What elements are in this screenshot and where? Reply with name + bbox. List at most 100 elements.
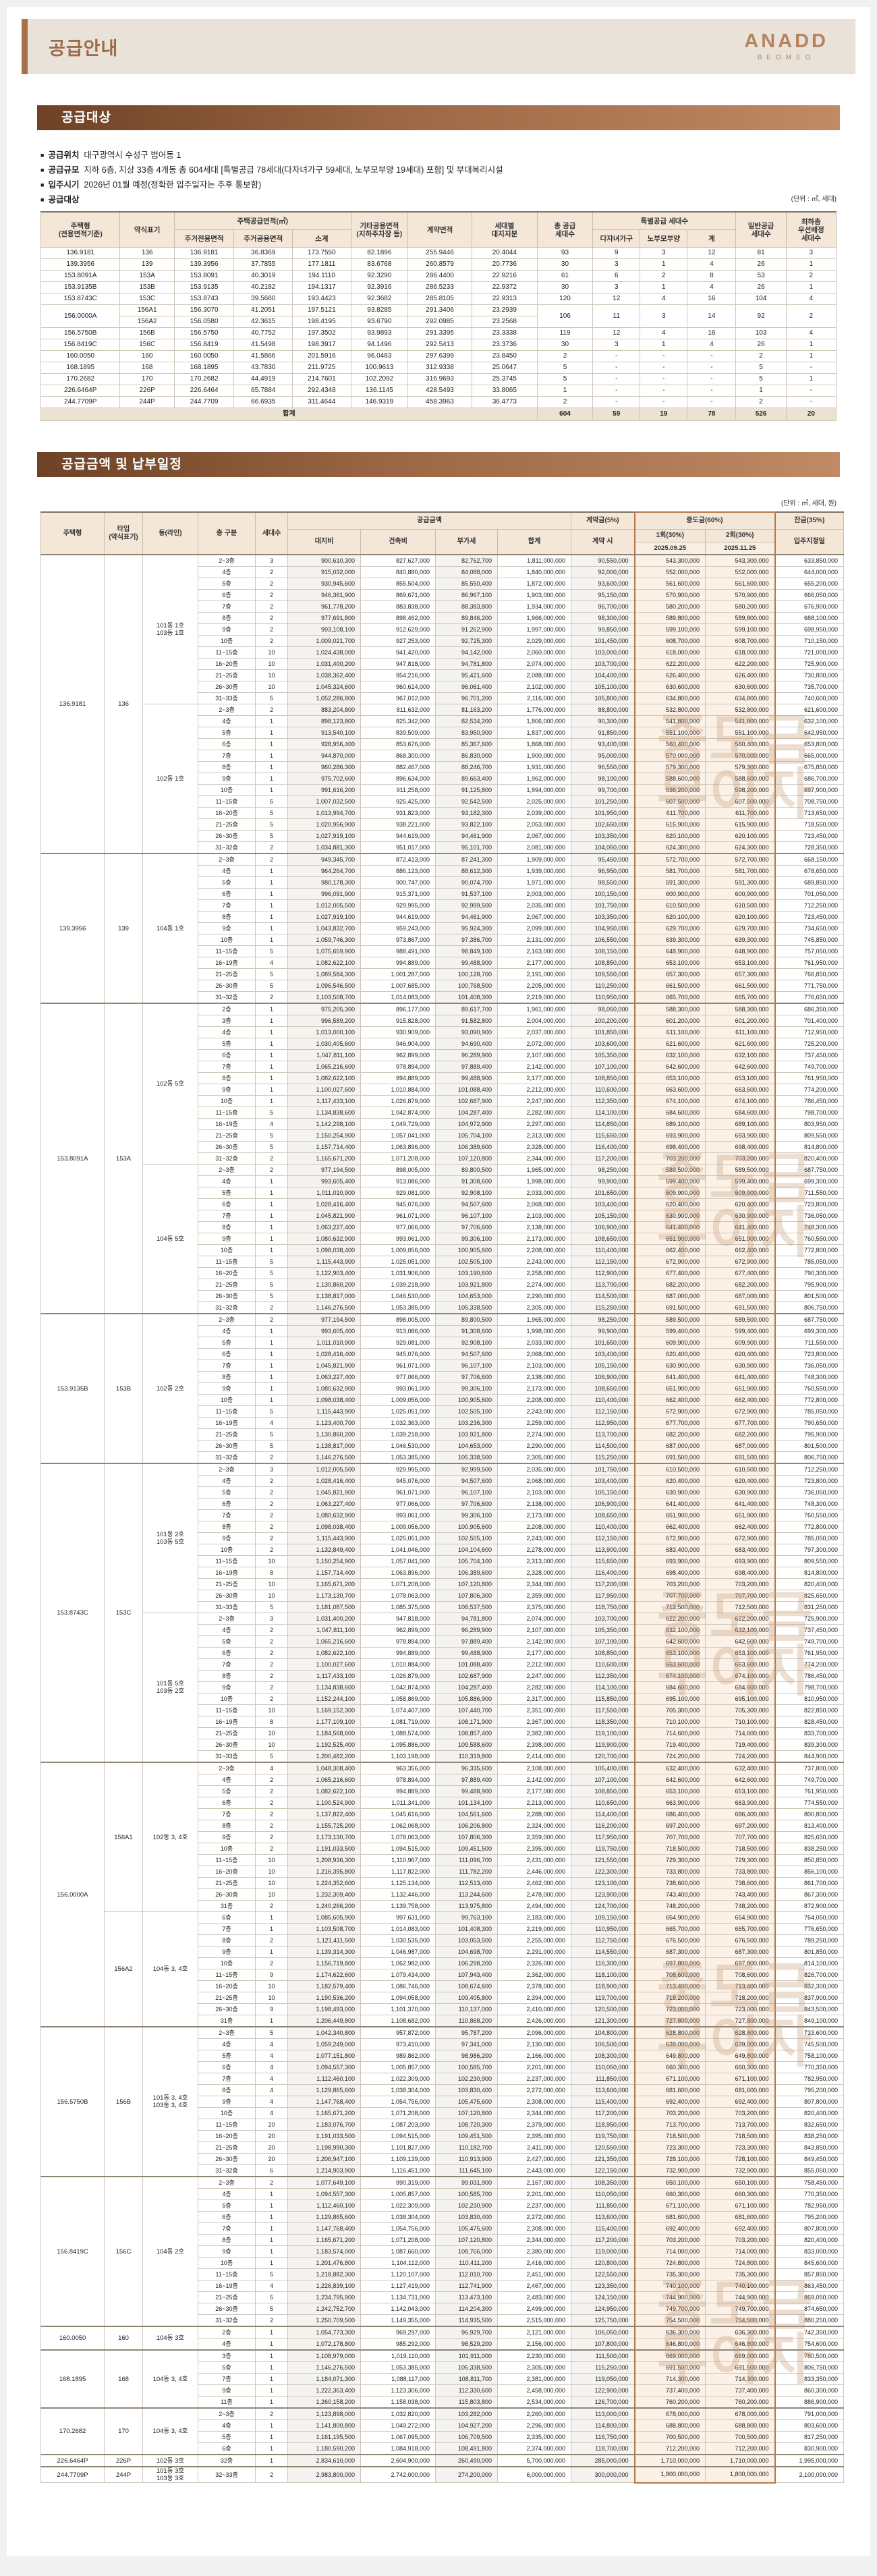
cell-abbr: 156C [119, 339, 175, 351]
cell-vat: 112,010,700 [435, 2268, 498, 2280]
cell-vat: 98,529,200 [435, 2338, 498, 2351]
cell-building-cost: 945,076,000 [360, 1348, 436, 1360]
cell-interim-2: 700,500,000 [705, 2431, 776, 2443]
unit-note-1: (단위 : ㎡, 세대) [791, 196, 837, 203]
cell-exclusive-area: 160.0050 [173, 350, 235, 362]
cell-contract-payment: 125,750,000 [571, 2314, 635, 2327]
cell-building-cost: 913,086,000 [360, 1325, 436, 1337]
cell-interim-1: 630,900,000 [633, 1210, 706, 1222]
cell-vat: 94,507,600 [435, 1198, 498, 1210]
cell-building-cost: 1,117,822,000 [360, 1866, 436, 1878]
cell-count: 1 [255, 2454, 288, 2467]
cell-count: 4 [255, 2038, 288, 2050]
cell-total-amount: 2,305,000,000 [497, 1301, 571, 1314]
cell-floor: 11~15층 [198, 1256, 256, 1268]
cell-contract-payment: 98,550,000 [571, 876, 635, 889]
cell-vat: 89,800,500 [435, 1313, 498, 1326]
cell-multi-child: 3 [592, 339, 641, 351]
cell-lowest-units: 3 [785, 247, 837, 259]
cell-vat: 97,889,400 [435, 1635, 498, 1648]
table-row: 26~30층 10 1,232,309,400 1,132,446,000 113,24… [41, 1888, 844, 1901]
cell-interim-1: 681,600,000 [633, 2211, 706, 2223]
cell-floor: 10층 [198, 1843, 256, 1855]
cell-subtotal-area: 311.4644 [292, 396, 351, 408]
cell-balance: 800,800,000 [774, 1808, 844, 1820]
cell-building-cost: 1,087,660,000 [360, 2245, 436, 2258]
cell-land-cost: 1,130,860,200 [287, 1279, 361, 1291]
cell-contract-payment: 103,400,000 [571, 1348, 635, 1360]
cell-count: 5 [255, 1601, 288, 1613]
cell-contract-payment: 119,100,000 [571, 1727, 635, 1739]
cell-balance: 697,900,000 [774, 784, 844, 796]
cell-total-amount: 2,324,000,000 [497, 1820, 571, 1832]
cell-total-units: 5 [536, 362, 594, 374]
cell-balance: 632,100,000 [774, 715, 844, 727]
cell-abbr: 156B [104, 2026, 143, 2177]
cell-interim-1: 744,900,000 [633, 2291, 706, 2303]
cell-count: 2 [255, 1820, 288, 1832]
cell-count: 1 [255, 2188, 288, 2200]
cell-balance: 807,800,000 [774, 2222, 844, 2235]
cell-balance: 675,850,000 [774, 761, 844, 773]
total-value: 78 [687, 408, 737, 421]
cell-contract-payment: 122,150,000 [571, 2164, 635, 2177]
cell-balance: 774,200,000 [774, 1658, 844, 1671]
cell-floor: 31~32층 [198, 841, 256, 854]
cell-balance: 874,650,000 [774, 2303, 844, 2315]
cell-count: 1 [255, 1221, 288, 1233]
cell-interim-1: 541,800,000 [633, 715, 706, 727]
cell-vat: 100,768,500 [435, 980, 498, 992]
cell-interim-1: 653,100,000 [633, 957, 706, 969]
cell-abbr: 160 [104, 2326, 143, 2351]
cell-interim-2: 669,000,000 [705, 2349, 776, 2362]
cell-building-cost: 967,012,000 [360, 692, 436, 704]
cell-vat: 94,461,900 [435, 911, 498, 923]
cell-total-amount: 2,335,000,000 [497, 2431, 571, 2443]
cell-floor: 31~32층 [198, 1451, 256, 1464]
cell-interim-2: 589,800,000 [705, 612, 776, 624]
cell-contract-area: 312.9338 [407, 362, 472, 374]
cell-floor: 5층 [198, 1038, 256, 1050]
cell-contract-payment: 105,350,000 [571, 1624, 635, 1636]
cell-contract-payment: 120,500,000 [571, 2003, 635, 2015]
cell-floor: 21~25층 [198, 1992, 256, 2004]
cell-count: 2 [255, 1957, 288, 1969]
cell-building-cost: 1,025,051,000 [360, 1405, 436, 1418]
cell-contract-payment: 101,450,000 [571, 635, 635, 647]
cell-contract-payment: 110,400,000 [571, 1521, 635, 1533]
cell-interim-2: 703,200,000 [705, 1152, 776, 1165]
cell-count: 2 [255, 2466, 288, 2483]
cell-vat: 91,308,600 [435, 1325, 498, 1337]
cell-total-amount: 2,367,000,000 [497, 1716, 571, 1728]
cell-other-area: 93.9893 [350, 327, 409, 339]
cell-count: 1 [255, 1015, 288, 1027]
cell-contract-payment: 117,950,000 [571, 1831, 635, 1843]
cell-building-cost: 994,889,000 [360, 1785, 436, 1797]
cell-building-cost: 973,410,000 [360, 2038, 436, 2050]
col-floor: 층 구분 [198, 511, 256, 555]
cell-land-cost: 977,194,500 [287, 1313, 361, 1326]
table-row: 5층 1 913,540,100 839,509,000 83,950,900 1,837… [41, 727, 844, 739]
cell-vat: 98,849,100 [435, 945, 498, 957]
cell-contract-payment: 111,850,000 [571, 2073, 635, 2085]
cell-abbr: 244P [119, 396, 175, 408]
cell-floor: 31~33층 [198, 1750, 256, 1763]
cell-balance: 861,700,000 [774, 1877, 844, 1889]
cell-contract-payment: 115,650,000 [571, 1555, 635, 1567]
cell-general-units: 53 [735, 270, 787, 282]
cell-land-share: 33.8065 [471, 385, 538, 397]
table-row: 21~25층 10 1,165,671,200 1,071,208,000 107,12… [41, 1578, 844, 1590]
table-row: 26~30층 5 1,138,817,000 1,046,530,000 104,653… [41, 1440, 844, 1452]
cell-land-cost: 1,054,773,300 [287, 2326, 361, 2339]
cell-interim-2: 703,200,000 [705, 2107, 776, 2119]
cell-interim-1: 629,700,000 [633, 922, 706, 934]
cell-balance: 730,800,000 [774, 669, 844, 681]
cell-building-cost: 978,894,000 [360, 1774, 436, 1786]
cell-land-cost: 1,182,579,400 [287, 1980, 361, 1992]
cell-total-amount: 1,965,000,000 [497, 1313, 571, 1326]
cell-contract-payment: 106,050,000 [571, 2326, 635, 2339]
cell-floor: 2~3층 [198, 2176, 256, 2189]
cell-interim-1: 661,500,000 [633, 980, 706, 992]
cell-vat: 101,088,400 [435, 1658, 498, 1671]
cell-total-amount: 2,446,000,000 [497, 1866, 571, 1878]
